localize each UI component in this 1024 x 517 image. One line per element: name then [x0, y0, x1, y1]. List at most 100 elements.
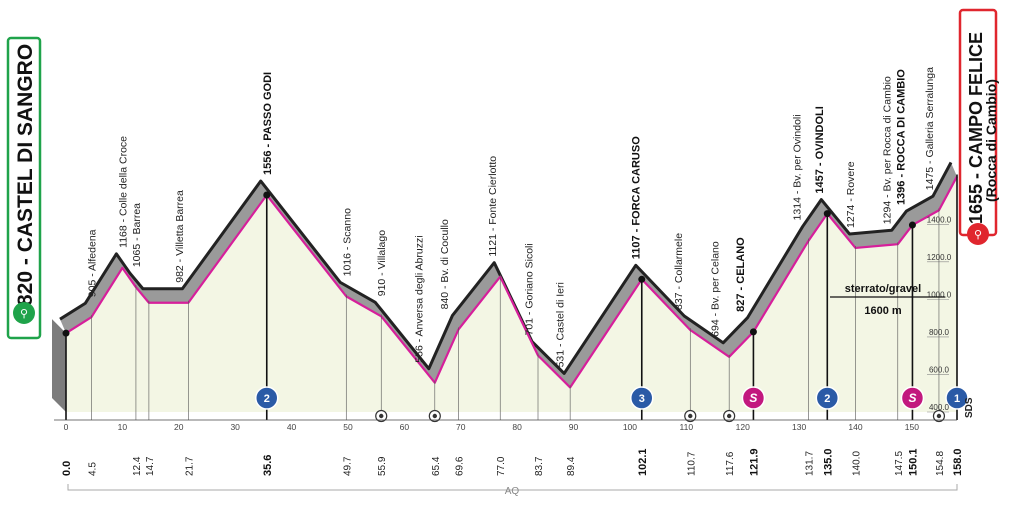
x-tick-label: 110 [680, 422, 694, 432]
x-tick-label: 50 [343, 422, 353, 432]
x-tick-label: 90 [569, 422, 579, 432]
y-tick-label: 1000.0 [927, 290, 952, 299]
profile-side [52, 319, 66, 412]
x-tick-label: 80 [512, 422, 522, 432]
sprint-marker [741, 386, 766, 410]
svg-text:⚲: ⚲ [974, 229, 982, 241]
sprint-marker-label: S [749, 391, 757, 405]
place-label: 982 - Villetta Barrea [174, 190, 186, 283]
km-label: 21.7 [184, 456, 195, 476]
svg-text:⚲: ⚲ [20, 308, 28, 320]
km-label: 140.0 [851, 451, 862, 476]
climb-marker [255, 386, 279, 410]
sterrato-length: 1600 m [864, 305, 902, 317]
x-tick-label: 0 [64, 422, 69, 432]
x-tick-label: 30 [230, 422, 240, 432]
km-label: 154.8 [935, 451, 946, 476]
region-bracket: AQ [67, 484, 958, 497]
place-label: 837 - Collarmele [673, 233, 685, 310]
route-dot [749, 328, 757, 336]
y-tick-label: 1200.0 [927, 253, 952, 262]
km-label: 131.7 [805, 451, 816, 476]
sds-label: SDS [964, 397, 975, 418]
x-tick-label: 140 [848, 422, 862, 432]
x-tick-label: 20 [174, 422, 184, 432]
place-label: 1065 - Barrea [131, 203, 143, 267]
start-label-text: 820 - CASTEL DI SANGRO [14, 44, 37, 306]
place-label: 1121 - Fonte Cierlotto [487, 156, 499, 257]
route-dot [638, 275, 646, 283]
region-bracket-line [67, 484, 958, 491]
start-label: 820 - CASTEL DI SANGRO ⚲ [6, 36, 42, 340]
x-tick-label: 100 [623, 422, 637, 432]
place-label: 1314 - Bv. per Ovindoli [791, 114, 803, 220]
km-label: 55.9 [377, 456, 388, 476]
km-label: 65.4 [431, 456, 442, 476]
marker-dot [688, 413, 693, 419]
route-dot [263, 191, 271, 199]
route-dot [908, 221, 916, 229]
place-label: 905 - Alfedena [86, 229, 98, 297]
place-label: 1294 - Bv. per Rocca di Cambio [882, 76, 894, 224]
sterrato-label: sterrato/gravel [845, 283, 921, 295]
region-label: AQ [505, 486, 520, 497]
x-tick-label: 10 [118, 422, 128, 432]
x-tick-label: 70 [456, 422, 466, 432]
x-tick-label: 40 [287, 422, 297, 432]
place-label: 556 - Anversa degli Abruzzi [413, 235, 425, 362]
km-label: 135.0 [822, 448, 834, 476]
y-tick-label: 400.0 [929, 403, 950, 412]
finish-label-text: 1655 - CAMPO FELICE [966, 32, 986, 224]
place-label: 1107 - FORCA CARUSO [631, 136, 643, 260]
y-tick-label: 1400.0 [927, 215, 952, 224]
km-label: 102.1 [637, 448, 649, 476]
place-label: 1457 - OVINDOLI [814, 106, 826, 193]
sprint-marker-label: S [908, 391, 916, 405]
km-label: 49.7 [342, 456, 353, 476]
km-label: 150.1 [907, 448, 919, 476]
km-label: 4.5 [87, 462, 98, 476]
place-label: 827 - CELANO [735, 237, 747, 312]
km-label: 117.6 [725, 451, 736, 476]
km-label: 12.4 [132, 456, 143, 476]
finish-bike-icon [967, 223, 989, 245]
marker-dot [379, 413, 384, 419]
place-label: 1016 - Scanno [341, 208, 353, 276]
x-tick-label: 150 [905, 422, 919, 432]
route-dot [62, 329, 70, 337]
place-label: 1396 - ROCCA DI CAMBIO [896, 69, 908, 205]
km-label: 14.7 [145, 456, 156, 476]
place-label: 1556 - PASSO GODI [262, 72, 274, 175]
km-label: 158.0 [952, 448, 964, 476]
route-dot [823, 210, 831, 218]
start-bike-icon [13, 302, 35, 324]
place-label: 694 - Bv. per Celano [710, 241, 722, 337]
place-label: 910 - Villalago [376, 230, 388, 297]
km-label: 121.9 [748, 448, 760, 476]
climb-marker [815, 386, 840, 410]
sprint-marker [900, 386, 925, 410]
climb-marker-label: 2 [264, 393, 270, 405]
place-label: 840 - Bv. di Cocullo [439, 219, 451, 309]
place-label: 1475 - Galleria Serralunga [924, 67, 936, 190]
km-label: 83.7 [534, 456, 545, 476]
marker-dot [432, 413, 438, 419]
climb-marker-label: 2 [824, 393, 830, 405]
km-label: 69.6 [454, 456, 465, 476]
sterrato-annotation: sterrato/gravel 1600 m [830, 283, 945, 317]
finish-label: 1655 - CAMPO FELICE (Rocca di Cambio) ⚲ [958, 8, 999, 245]
km-label: 35.6 [262, 455, 274, 476]
climb-marker [630, 386, 654, 410]
profile-band [60, 162, 957, 388]
km-label: 77.0 [496, 456, 507, 476]
x-tick-label: 120 [736, 422, 750, 432]
finish-sublabel-text: (Rocca di Cambio) [983, 79, 999, 202]
place-label: 1274 - Rovere [845, 161, 857, 228]
km-label: 89.4 [566, 456, 577, 476]
place-label: 1168 - Colle della Croce [117, 136, 129, 248]
y-tick-label: 600.0 [929, 365, 950, 374]
x-tick-label: 60 [400, 422, 410, 432]
marker-dot [726, 413, 732, 419]
